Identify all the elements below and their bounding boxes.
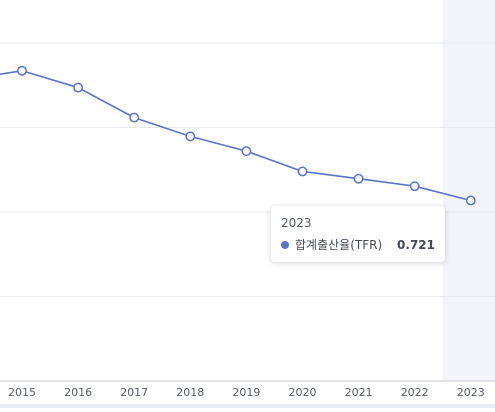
tooltip-series-name: 합계출산율(TFR): [295, 238, 383, 252]
tooltip-row: 합계출산율(TFR) 0.721: [281, 237, 435, 253]
x-tick-label-2022: 2022: [401, 386, 429, 399]
bottom-strip: [0, 404, 495, 408]
data-point-2016: [73, 82, 84, 93]
data-point-2023: [465, 195, 476, 206]
tooltip-year: 2023: [281, 216, 312, 230]
x-tick-label-2019: 2019: [232, 386, 260, 399]
data-point-2019: [241, 146, 252, 157]
x-tick-label-2018: 2018: [176, 386, 204, 399]
tooltip-value: 0.721: [397, 238, 435, 252]
data-point-2022: [409, 181, 420, 192]
data-point-2021: [353, 173, 364, 184]
x-tick-label-2017: 2017: [120, 386, 148, 399]
x-tick-label-2020: 2020: [289, 386, 317, 399]
x-tick-label-2015: 2015: [8, 386, 36, 399]
data-point-2020: [297, 166, 308, 177]
data-point-2015: [17, 65, 27, 76]
data-point-2017: [129, 112, 140, 123]
x-tick-label-2021: 2021: [345, 386, 373, 399]
hover-highlight-band: [442, 0, 495, 381]
series-color-dot-icon: [281, 241, 289, 249]
data-tooltip: 2023 합계출산율(TFR) 0.721: [271, 206, 445, 262]
x-tick-label-2023: 2023: [457, 386, 485, 399]
x-tick-label-2016: 2016: [64, 386, 92, 399]
data-point-2018: [185, 131, 196, 142]
series-line: [0, 69, 471, 202]
